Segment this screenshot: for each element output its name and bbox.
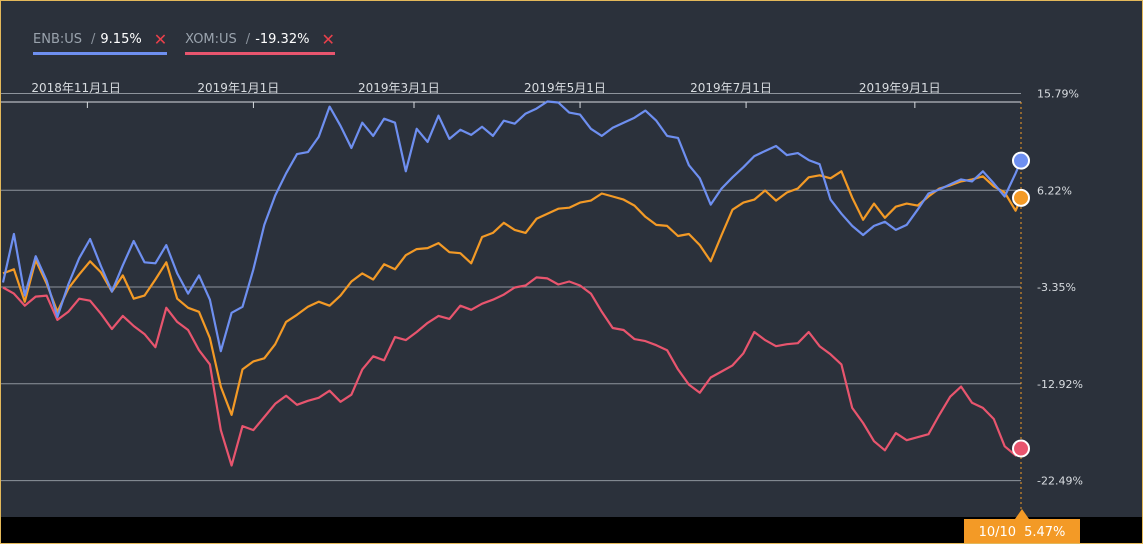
cursor-date: 10/10 [978,524,1017,540]
legend-separator: / [245,32,251,47]
legend-enb-symbol: ENB:US [33,32,83,47]
x-tick-label: 2019年1月1日 [197,81,279,95]
legend-item-enb[interactable]: ENB:US / 9.15% ✕ [33,30,168,55]
y-tick-label: 6.22% [1037,184,1072,197]
y-tick-label: -3.35% [1037,281,1076,294]
x-tick-label: 2019年5月1日 [524,81,606,95]
x-tick-label: 2018年11月1日 [31,81,120,95]
series-endpoints [1012,151,1030,458]
legend-enb-change: 9.15% [100,32,142,47]
legend-separator: / [91,32,96,47]
y-tick-label: -22.49% [1037,475,1083,488]
x-tick-label: 2019年7月1日 [690,81,772,95]
x-tick-label: 2019年9月1日 [859,81,941,95]
legend: ENB:US / 9.15% ✕ XOM:US / -19.32% ✕ [33,30,335,55]
cursor-arrow-icon [1015,509,1029,519]
x-tick-label: 2019年3月1日 [358,81,440,95]
x-axis: 2018年11月1日 2019年1月1日 2019年3月1日 2019年5月1日 201… [1,81,1021,108]
legend-item-xom[interactable]: XOM:US / -19.32% ✕ [185,30,335,55]
bottom-bar [1,517,1142,543]
remove-enb-icon[interactable]: ✕ [153,30,168,49]
endpoint-benchmark [1012,188,1030,207]
y-tick-label: 15.79% [1037,88,1079,101]
series-line-enbus [1,100,1023,353]
cursor-readout[interactable]: 10/10 5.47% [964,519,1080,543]
series-line-xomus [2,276,1022,467]
series-lines [1,100,1023,467]
cursor-value: 5.47% [1024,524,1066,540]
legend-xom-change: -19.32% [255,32,310,47]
grid-lines: 15.79% 6.22% -3.35% -12.92% -22.49% [1,88,1083,488]
endpoint-enbus [1012,151,1030,170]
legend-xom-symbol: XOM:US [185,32,237,47]
y-tick-label: -12.92% [1037,378,1083,391]
endpoint-xomus [1012,439,1030,458]
series-line-benchmark [2,170,1023,416]
remove-xom-icon[interactable]: ✕ [321,30,335,49]
